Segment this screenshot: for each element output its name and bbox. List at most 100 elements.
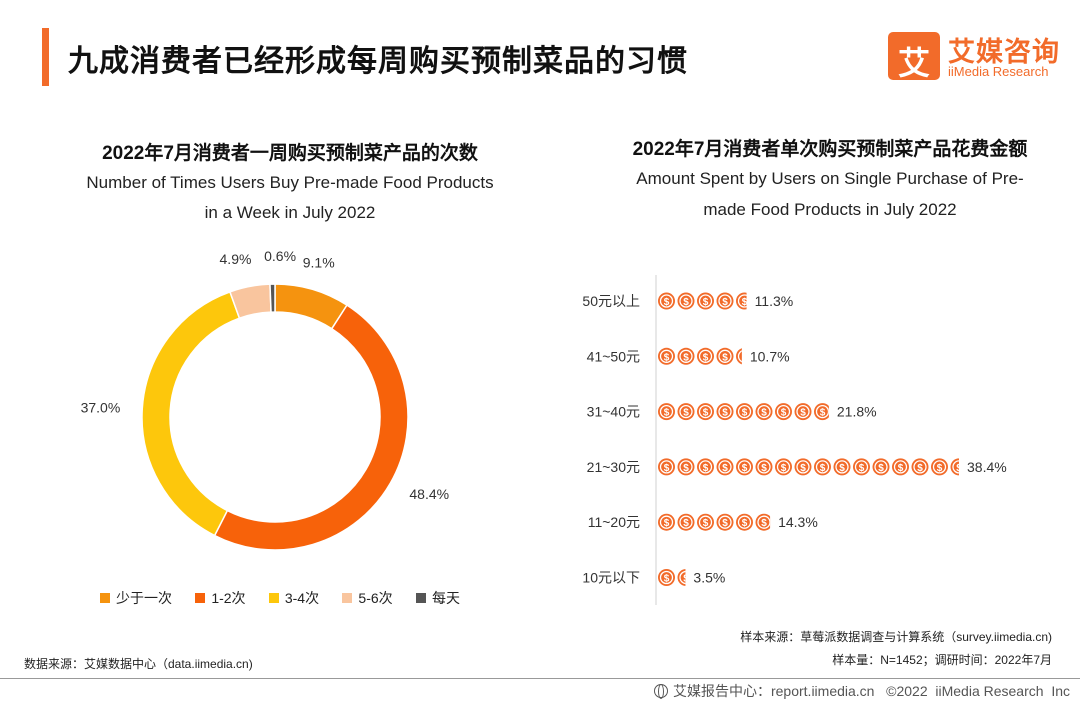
legend-swatch xyxy=(268,593,279,603)
svg-text:$: $ xyxy=(683,352,689,363)
title-accent-bar xyxy=(42,28,49,86)
logo-name-cn: 艾媒咨询 xyxy=(948,37,1060,67)
svg-text:$: $ xyxy=(820,463,826,474)
left-chart-title-en-line2: in a Week in July 2022 xyxy=(204,203,376,222)
svg-text:$: $ xyxy=(839,463,845,474)
svg-text:$: $ xyxy=(664,574,670,585)
donut-slice xyxy=(141,290,241,537)
svg-text:$: $ xyxy=(956,463,962,474)
iimedia-logo: 艾 艾媒咨询 iiMedia Research xyxy=(888,30,1060,82)
svg-text:$: $ xyxy=(878,463,884,474)
logo-mark-icon: 艾 xyxy=(888,32,940,81)
category-label: 41~50元 xyxy=(587,348,640,364)
value-label: 10.7% xyxy=(750,348,790,364)
copyright-text: 艾媒报告中心：report.iimedia.cn ©2022 iiMedia R… xyxy=(672,683,1070,699)
slice-label: 9.1% xyxy=(303,254,335,270)
svg-text:$: $ xyxy=(742,518,748,529)
slice-label: 48.4% xyxy=(409,486,449,502)
svg-text:$: $ xyxy=(683,463,689,474)
svg-text:$: $ xyxy=(683,408,689,419)
svg-text:$: $ xyxy=(683,518,689,529)
svg-text:$: $ xyxy=(820,408,826,419)
svg-text:$: $ xyxy=(722,297,728,308)
svg-text:$: $ xyxy=(683,297,689,308)
legend-item: 每天 xyxy=(415,588,460,608)
category-label: 10元以下 xyxy=(582,570,640,586)
legend-swatch xyxy=(100,593,110,603)
coin-icon xyxy=(736,292,747,310)
sample-size: 样本量：N=1452；调研时间：2022年7月 xyxy=(832,653,1052,667)
coin-icon xyxy=(950,458,959,476)
svg-text:$: $ xyxy=(664,297,670,308)
legend-label: 少于一次 xyxy=(116,590,172,606)
left-chart-title-cn: 2022年7月消费者一周购买预制菜产品的次数 xyxy=(102,143,478,164)
legend-item: 少于一次 xyxy=(100,588,172,608)
legend-item: 5-6次 xyxy=(342,588,393,608)
svg-text:$: $ xyxy=(761,408,767,419)
svg-text:$: $ xyxy=(742,352,748,363)
svg-text:$: $ xyxy=(898,463,904,474)
bar: $ $ xyxy=(658,569,689,586)
svg-text:$: $ xyxy=(937,463,943,474)
category-label: 11~20元 xyxy=(588,514,640,530)
donut-slice xyxy=(213,304,409,551)
logo-name-en: iiMedia Research xyxy=(948,64,1049,79)
bar: $ $ $ $ $ $ $ $ $ xyxy=(658,403,829,421)
footer-divider xyxy=(0,678,1080,679)
svg-text:$: $ xyxy=(742,297,748,308)
svg-text:$: $ xyxy=(703,297,709,308)
value-label: 14.3% xyxy=(778,514,818,530)
right-chart-title-en-line2: made Food Products in July 2022 xyxy=(703,200,957,219)
right-chart-title-en-line1: Amount Spent by Users on Single Purchase… xyxy=(636,169,1024,188)
category-label: 31~40元 xyxy=(587,404,640,420)
value-label: 21.8% xyxy=(837,404,877,420)
svg-text:$: $ xyxy=(742,408,748,419)
svg-text:$: $ xyxy=(722,408,728,419)
donut-slice xyxy=(269,283,276,313)
spending-bar-chart: 50元以上 $ $ $ $ $11.3%41~50元 $ $ $ $ $10.7%31~40元 $ $ $… xyxy=(582,275,1007,605)
legend-swatch xyxy=(195,593,206,603)
svg-text:$: $ xyxy=(703,352,709,363)
footer-copyright: 艾媒报告中心：report.iimedia.cn ©2022 iiMedia R… xyxy=(653,681,1070,701)
frequency-donut-chart: 9.1% 48.4% 37.0% 4.9% 0.6% xyxy=(81,250,449,551)
left-chart-title-en-line1: Number of Times Users Buy Pre-made Food … xyxy=(86,173,494,192)
svg-text:$: $ xyxy=(781,408,787,419)
svg-text:$: $ xyxy=(742,463,748,474)
value-label: 11.3% xyxy=(755,293,794,309)
legend-swatch xyxy=(415,593,426,603)
bar: $ $ $ $ $ xyxy=(658,292,748,310)
svg-text:$: $ xyxy=(664,463,670,474)
svg-text:$: $ xyxy=(664,518,670,529)
svg-text:$: $ xyxy=(800,408,806,419)
category-label: 50元以上 xyxy=(582,293,640,309)
sample-source: 样本来源：草莓派数据调查与计算系统（survey.iimedia.cn) xyxy=(740,630,1052,644)
svg-text:$: $ xyxy=(761,518,767,529)
bar: $ $ $ $ $ $ xyxy=(658,513,771,531)
legend-item: 3-4次 xyxy=(268,588,319,608)
page-title: 九成消费者已经形成每周购买预制菜品的习惯 xyxy=(68,45,688,78)
svg-text:$: $ xyxy=(722,518,728,529)
svg-text:$: $ xyxy=(703,518,709,529)
coin-icon xyxy=(677,569,686,586)
svg-text:$: $ xyxy=(722,352,728,363)
value-label: 3.5% xyxy=(693,570,725,586)
svg-text:$: $ xyxy=(664,352,670,363)
legend-label: 1-2次 xyxy=(211,590,246,606)
svg-text:$: $ xyxy=(722,463,728,474)
category-label: 21~30元 xyxy=(587,459,640,475)
slice-label: 4.9% xyxy=(220,251,252,267)
svg-text:$: $ xyxy=(761,463,767,474)
legend-item: 1-2次 xyxy=(195,588,246,608)
svg-text:$: $ xyxy=(703,408,709,419)
value-label: 38.4% xyxy=(967,459,1007,475)
svg-text:$: $ xyxy=(917,463,923,474)
legend-label: 每天 xyxy=(431,590,460,606)
svg-text:$: $ xyxy=(859,463,865,474)
svg-text:$: $ xyxy=(703,463,709,474)
slice-label: 0.6% xyxy=(264,250,296,264)
bar: $ $ $ $ $ $ $ $ $ $ $ $ $ $ $ $ xyxy=(658,458,962,476)
globe-icon xyxy=(653,684,668,699)
bar: $ $ $ $ $ xyxy=(658,347,748,365)
svg-text:$: $ xyxy=(683,574,689,585)
svg-text:$: $ xyxy=(781,463,787,474)
